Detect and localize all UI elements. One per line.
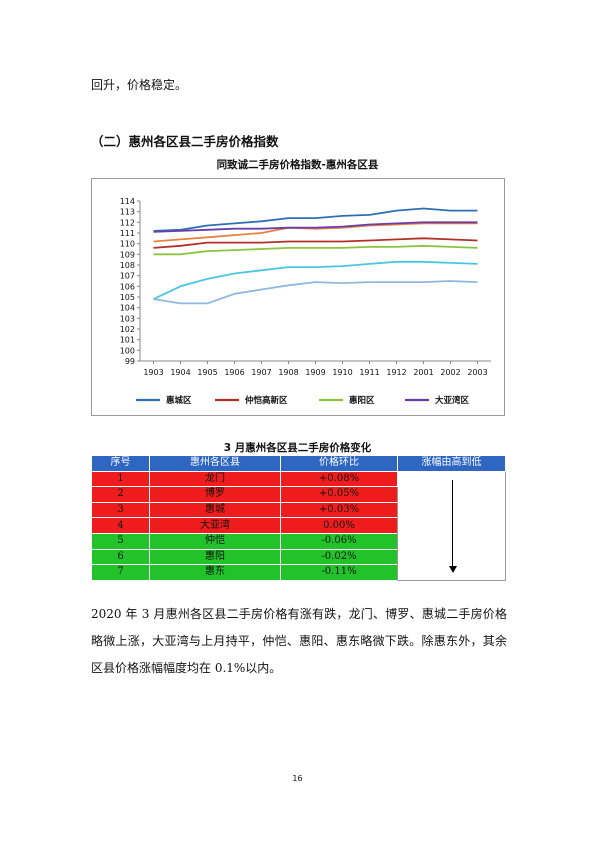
row-number: 2 <box>91 486 150 503</box>
y-tick-label: 113 <box>120 208 135 217</box>
rank-arrow-cell <box>397 470 506 581</box>
series-line-6 <box>153 280 478 305</box>
x-tick-label: 1911 <box>359 368 379 377</box>
y-tick-label: 99 <box>125 357 135 366</box>
series-line-0 <box>153 207 478 232</box>
y-tick-label: 110 <box>120 240 135 249</box>
row-change: +0.05% <box>280 486 398 503</box>
y-tick-label: 112 <box>120 218 135 227</box>
x-tick-label: 2001 <box>413 368 433 377</box>
row-number: 5 <box>91 532 150 550</box>
table-row: 5 仲恺 -0.06% <box>91 532 506 550</box>
y-tick-label: 108 <box>120 261 135 270</box>
x-tick-label: 1906 <box>224 368 244 377</box>
price-change-table: 序号 惠州各区县 价格环比 涨幅由高到低 1 龙门 +0.08% 2 博罗 +0.05% 3… <box>91 455 506 581</box>
table-row: 7 惠东 -0.11% <box>91 564 506 581</box>
x-tick-label: 1908 <box>278 368 298 377</box>
chart-frame: 99 100 101 102 103 104 105 106 107 108 109 110 111 11… <box>91 178 505 416</box>
table-title: 3 月惠州各区县二手房价格变化 <box>223 442 372 454</box>
table-row: 2 博罗 +0.05% <box>91 486 506 503</box>
header-district: 惠州各区县 <box>149 455 281 472</box>
row-district: 博罗 <box>149 486 281 503</box>
y-tick-label: 114 <box>120 197 135 206</box>
row-number: 6 <box>91 548 150 566</box>
x-tick-label: 1907 <box>251 368 271 377</box>
y-tick-label: 111 <box>120 229 135 238</box>
series-line-3 <box>153 221 478 233</box>
y-tick-label: 103 <box>120 314 135 323</box>
legend-label: 惠阳区 <box>349 395 375 406</box>
down-arrow-icon <box>448 479 457 573</box>
table-row: 4 大亚湾 0.00% <box>91 517 506 534</box>
y-tick-label: 105 <box>120 293 135 302</box>
header-change: 价格环比 <box>280 455 398 472</box>
row-district: 惠阳 <box>149 548 281 566</box>
chart-title: 同致诚二手房价格指数-惠州各区县 <box>216 159 379 171</box>
series-line-5 <box>153 260 478 300</box>
table-row: 3 惠城 +0.03% <box>91 501 506 519</box>
row-number: 7 <box>91 564 150 581</box>
row-district: 龙门 <box>149 470 281 488</box>
row-number: 4 <box>91 517 150 534</box>
legend-label: 惠城区 <box>166 395 192 406</box>
series-line-1 <box>153 222 478 243</box>
series-line-2 <box>153 237 478 249</box>
y-tick-label: 100 <box>120 346 135 355</box>
row-change: +0.03% <box>280 501 398 519</box>
x-tick-label: 2003 <box>467 368 487 377</box>
row-district: 大亚湾 <box>149 517 281 534</box>
row-change: -0.11% <box>280 564 398 581</box>
row-number: 3 <box>91 501 150 519</box>
x-tick-label: 1905 <box>197 368 217 377</box>
x-tick-label: 1909 <box>305 368 325 377</box>
table-row: 1 龙门 +0.08% <box>91 470 506 581</box>
legend-label: 大亚湾区 <box>435 395 470 406</box>
y-tick-label: 109 <box>120 250 135 259</box>
x-tick-label: 2002 <box>440 368 460 377</box>
row-change: +0.08% <box>280 470 398 488</box>
page-number: 16 <box>292 774 303 783</box>
x-tick-label: 1912 <box>386 368 406 377</box>
series-line-4 <box>153 244 478 256</box>
row-district: 惠城 <box>149 501 281 519</box>
x-tick-label: 1903 <box>143 368 163 377</box>
x-tick-label: 1904 <box>170 368 190 377</box>
table-row: 6 惠阳 -0.02% <box>91 548 506 566</box>
y-tick-label: 107 <box>120 272 135 281</box>
section-heading: （二）惠州各区县二手房价格指数 <box>91 134 279 149</box>
row-change: 0.00% <box>280 517 398 534</box>
y-tick-label: 102 <box>120 325 135 334</box>
row-number: 1 <box>91 470 150 488</box>
y-tick-label: 104 <box>120 304 135 313</box>
legend-label: 仲恺高新区 <box>245 395 288 406</box>
y-tick-label: 106 <box>120 282 135 291</box>
row-change: -0.02% <box>280 548 398 566</box>
table-header-row: 序号 惠州各区县 价格环比 涨幅由高到低 <box>91 455 506 472</box>
header-no: 序号 <box>91 455 150 472</box>
summary-paragraph: 2020 年 3 月惠州各区县二手房价格有涨有跌，龙门、博罗、惠城二手房价格略微… <box>91 607 507 675</box>
intro-text: 回升，价格稳定。 <box>91 78 188 92</box>
x-tick-label: 1910 <box>332 368 352 377</box>
header-rank: 涨幅由高到低 <box>397 455 506 472</box>
row-district: 惠东 <box>149 564 281 581</box>
row-change: -0.06% <box>280 532 398 550</box>
row-district: 仲恺 <box>149 532 281 550</box>
y-tick-label: 101 <box>120 336 135 345</box>
